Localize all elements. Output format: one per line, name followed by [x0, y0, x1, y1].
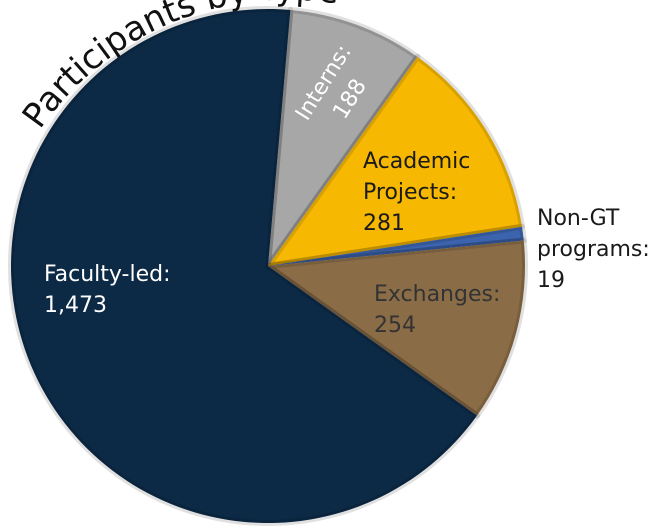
category-label: Faculty-led:	[44, 262, 171, 287]
value-label: 19	[537, 268, 565, 293]
value-label: 281	[363, 211, 405, 236]
category-label: Non-GT programs:	[537, 206, 650, 262]
pie-slice	[265, 237, 528, 419]
value-label: 254	[374, 313, 416, 338]
category-label: Exchanges:	[374, 282, 501, 307]
slice-label: Faculty-led: 1,473	[44, 259, 224, 321]
category-label: Academic Projects:	[363, 149, 471, 205]
pie-slice	[265, 53, 525, 269]
pie-slice	[265, 223, 527, 269]
value-label: 1,473	[44, 293, 107, 318]
pie-slice	[265, 6, 421, 269]
slice-label: Non-GT programs: 19	[537, 203, 662, 296]
slice-label: Exchanges: 254	[374, 279, 524, 341]
pie	[8, 6, 528, 526]
pie-slice	[8, 6, 480, 526]
slice-label: Academic Projects: 281	[363, 146, 493, 239]
